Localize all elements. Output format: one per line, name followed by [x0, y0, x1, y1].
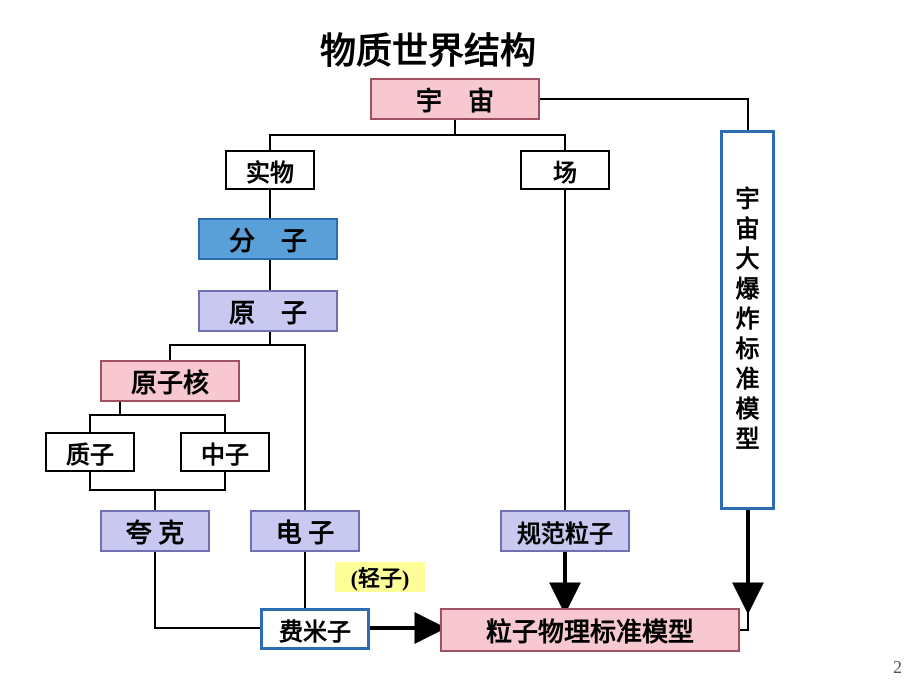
node-bigbang: 宇宙大爆炸标准模型: [720, 130, 775, 510]
node-universe: 宇 宙: [370, 78, 540, 120]
node-electron: 电 子: [250, 510, 360, 552]
node-nucleus: 原子核: [100, 360, 240, 402]
node-atom: 原 子: [198, 290, 338, 332]
node-fermion: 费米子: [260, 608, 370, 650]
node-molecule: 分 子: [198, 218, 338, 260]
node-quark: 夸 克: [100, 510, 210, 552]
lepton-label: (轻子): [335, 562, 425, 592]
node-field: 场: [520, 150, 610, 190]
node-neutron: 中子: [180, 432, 270, 472]
node-stdmodel: 粒子物理标准模型: [440, 608, 740, 652]
diagram-stage: 物质世界结构 宇 宙 实物 场 宇宙大爆炸标准模型 分 子 原 子 原子核 质子…: [0, 0, 920, 690]
page-title: 物质世界结构: [320, 22, 536, 74]
page-number: 2: [893, 657, 902, 678]
node-gauge: 规范粒子: [500, 510, 630, 552]
node-matter: 实物: [225, 150, 315, 190]
node-proton: 质子: [45, 432, 135, 472]
